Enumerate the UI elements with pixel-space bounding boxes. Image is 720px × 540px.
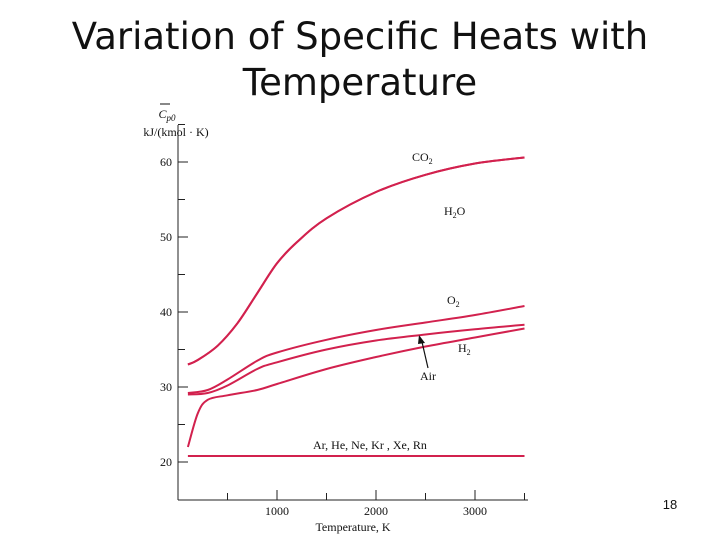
slide-title-line-1: Variation of Specific Heats with: [71, 15, 649, 58]
series-lines: [186, 156, 525, 458]
slide-title: Variation of Specific Heats with Tempera…: [0, 14, 720, 106]
series-label-subscript: 2: [429, 157, 433, 166]
series-label-4: Air: [420, 369, 436, 383]
series-line-2: [187, 305, 525, 394]
y-tick-label: 20: [160, 455, 172, 469]
x-tick-label: 3000: [463, 504, 487, 518]
y-tick-label: 40: [160, 305, 172, 319]
series-line-4: [186, 327, 525, 448]
series-label-subscript: 2: [467, 348, 471, 357]
series-label-subscript: 2: [456, 300, 460, 309]
x-tick-label: 2000: [364, 504, 388, 518]
slide-title-line-2: Temperature: [242, 61, 478, 104]
series-label-5: Ar, He, Ne, Kr , Xe, Rn: [313, 438, 427, 452]
air-arrow-line: [421, 341, 429, 369]
series-label-3: H2: [458, 341, 471, 357]
y-tick-label: 50: [160, 230, 172, 244]
page-number: 18: [662, 497, 678, 512]
series-label-2: O2: [447, 293, 460, 309]
series-label-tail: O: [457, 204, 466, 218]
y-axis-units: kJ/(kmol · K): [143, 125, 208, 139]
y-tick-label: 30: [160, 380, 172, 394]
y-axis-symbol: Cp0: [158, 107, 176, 123]
series-label-subscript: 2: [453, 211, 457, 220]
x-tick-label: 1000: [265, 504, 289, 518]
axes: 20 30 40 50 60 1000 2000 3000 Temperature, K Cp0 k…: [143, 103, 528, 534]
y-axis-symbol-subscript: p0: [166, 113, 177, 123]
air-arrow-head: [418, 335, 425, 344]
series-line-1: [187, 156, 525, 366]
series-label-1: H2O: [444, 204, 466, 220]
series-label-0: CO2: [412, 150, 433, 166]
x-axis-label: Temperature, K: [315, 520, 390, 534]
series-line-3: [187, 323, 525, 396]
y-tick-label: 60: [160, 155, 172, 169]
